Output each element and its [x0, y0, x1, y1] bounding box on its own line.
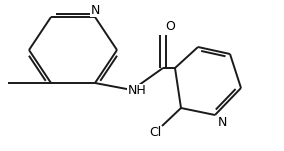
Text: N: N: [90, 3, 100, 16]
Text: O: O: [165, 21, 175, 34]
Text: NH: NH: [128, 85, 146, 98]
Text: Cl: Cl: [149, 127, 161, 140]
Text: N: N: [217, 116, 227, 129]
